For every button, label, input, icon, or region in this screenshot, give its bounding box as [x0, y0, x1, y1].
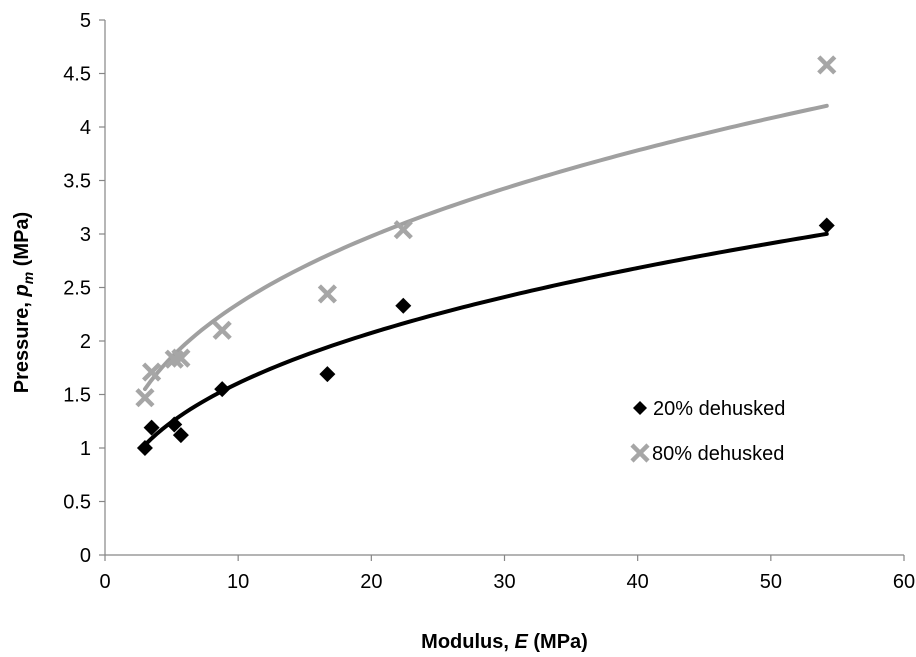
x-axis-title-var: E	[514, 631, 528, 653]
y-axis-title-var: p	[11, 284, 33, 297]
data-point-80-dehusked	[135, 388, 155, 408]
x-tick-label: 10	[227, 571, 249, 593]
y-axis-title-sub: m	[20, 272, 36, 284]
y-axis-title-pre: Pressure,	[11, 296, 33, 393]
legend-marker-diamond-icon	[633, 401, 647, 415]
legend-marker-x-icon	[630, 443, 650, 463]
x-tick-label: 50	[760, 571, 782, 593]
y-tick-label: 2	[80, 331, 91, 353]
legend-item-80-dehusked: 80% dehusked	[630, 443, 784, 465]
y-tick-label: 0.5	[63, 492, 91, 514]
x-tick-label: 0	[99, 571, 110, 593]
data-point-20-dehusked	[143, 419, 160, 436]
data-point-80-dehusked	[317, 284, 337, 304]
data-point-80-dehusked	[171, 348, 191, 368]
markers	[135, 55, 837, 456]
x-axis-title-pre: Modulus,	[421, 631, 514, 653]
legend-label-80-dehusked: 80% dehusked	[652, 443, 784, 465]
y-tick-label: 5	[80, 10, 91, 32]
y-axis-title-post: (MPa)	[11, 212, 33, 272]
x-tick-label: 30	[493, 571, 515, 593]
y-tick-label: 3	[80, 224, 91, 246]
y-tick-label: 4.5	[63, 64, 91, 86]
data-point-20-dehusked	[166, 416, 183, 433]
data-point-80-dehusked	[393, 220, 413, 240]
data-point-80-dehusked	[212, 320, 232, 340]
data-point-20-dehusked	[395, 297, 412, 314]
data-point-20-dehusked	[818, 217, 835, 234]
y-tick-label: 1	[80, 438, 91, 460]
y-tick-label: 1.5	[63, 385, 91, 407]
x-tick-label: 20	[360, 571, 382, 593]
y-tick-label: 3.5	[63, 171, 91, 193]
x-axis-title: Modulus, E (MPa)	[421, 631, 588, 653]
trendline-20-dehusked	[142, 231, 829, 447]
data-point-20-dehusked	[172, 427, 189, 444]
legend-label-20-dehusked: 20% dehusked	[653, 398, 785, 420]
x-tick-label: 40	[627, 571, 649, 593]
legend: 20% dehusked 80% dehusked	[630, 398, 785, 465]
data-point-20-dehusked	[136, 440, 153, 456]
x-ticks: 0 10 20 30 40 50 60	[99, 555, 915, 593]
data-point-80-dehusked	[817, 55, 837, 75]
y-ticks: 0 0.5 1 1.5 2 2.5 3 3.5 4 4.5 5	[63, 10, 105, 567]
x-tick-label: 60	[893, 571, 915, 593]
y-tick-label: 0	[80, 545, 91, 567]
trendlines	[142, 103, 829, 447]
y-axis-title: Pressure, pm (MPa)	[11, 212, 36, 393]
y-tick-label: 2.5	[63, 278, 91, 300]
legend-item-20-dehusked: 20% dehusked	[633, 398, 785, 420]
y-tick-label: 4	[80, 117, 91, 139]
data-point-80-dehusked	[142, 362, 162, 382]
data-point-20-dehusked	[214, 381, 231, 398]
axes: 0 10 20 30 40 50 60 0 0.5 1 1.5 2 2.5 3 3.5 4 4.5 5	[63, 10, 915, 593]
x-axis-title-post: (MPa)	[528, 631, 588, 653]
trendline-80-dehusked	[142, 103, 829, 392]
data-point-20-dehusked	[319, 366, 336, 383]
